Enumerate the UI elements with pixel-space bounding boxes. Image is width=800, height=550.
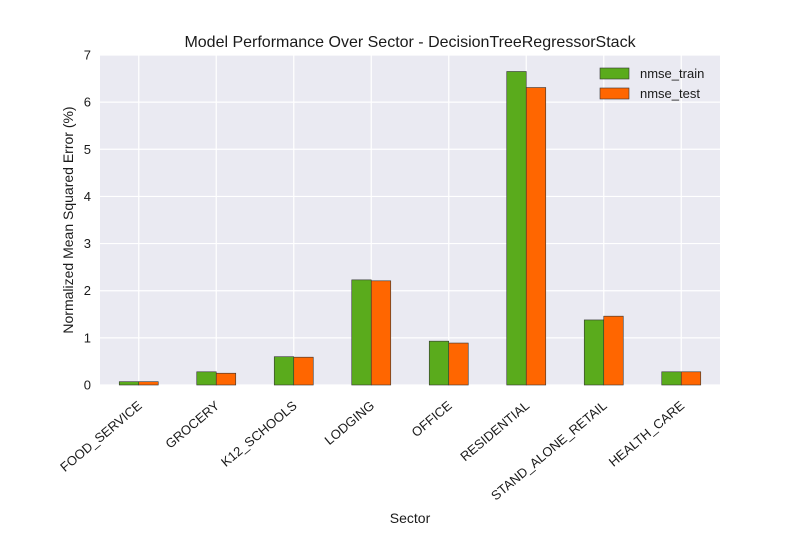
bar-nmse_test-office [448, 342, 469, 386]
chart-title: Model Performance Over Sector - Decision… [184, 34, 636, 51]
bar-nmse_train-k12_schools [273, 356, 295, 386]
bar-nmse_train-lodging [351, 279, 372, 386]
bars [118, 71, 702, 386]
y-tick-label: 1 [84, 330, 91, 345]
x-tick-label: RESIDENTIAL [457, 398, 532, 464]
legend-swatch-nmse_test [599, 87, 630, 100]
bar-nmse_train-food_service [118, 381, 140, 386]
bar-nmse_test-residential [525, 87, 547, 386]
legend: nmse_train nmse_test [599, 66, 704, 101]
bar-nmse_train-residential [506, 71, 527, 386]
y-tick-label: 4 [84, 189, 91, 204]
x-tick-label: HEALTH_CARE [606, 398, 688, 470]
bar-nmse_test-health_care [680, 371, 702, 386]
x-tick-label: FOOD_SERVICE [57, 398, 145, 475]
y-tick-labels: 0 1 2 3 4 5 6 7 [84, 48, 91, 393]
bar-nmse_test-grocery [215, 372, 237, 386]
bar-nmse_test-k12_schools [293, 356, 314, 386]
legend-label-nmse_test: nmse_test [640, 86, 700, 101]
bar-nmse_train-grocery [196, 371, 217, 386]
y-axis-label: Normalized Mean Squared Error (%) [60, 106, 76, 333]
y-tick-label: 3 [84, 236, 91, 251]
x-axis-label: Sector [390, 510, 431, 526]
x-tick-label: K12_SCHOOLS [218, 398, 300, 470]
bar-nmse_train-health_care [661, 371, 682, 386]
y-tick-label: 2 [84, 283, 91, 298]
bar-nmse_train-stand_alone_retail [583, 319, 605, 386]
x-tick-label: OFFICE [409, 398, 455, 440]
legend-swatch-nmse_train [599, 67, 630, 80]
x-tick-label: GROCERY [162, 398, 222, 452]
bar-nmse_test-stand_alone_retail [603, 315, 624, 386]
y-tick-label: 0 [84, 378, 91, 393]
y-tick-label: 6 [84, 95, 91, 110]
bar-nmse_test-lodging [370, 280, 392, 386]
y-tick-label: 5 [84, 142, 91, 157]
bar-nmse_train-office [428, 340, 450, 386]
legend-label-nmse_train: nmse_train [640, 66, 704, 81]
y-tick-label: 7 [84, 48, 91, 63]
x-tick-label: LODGING [322, 398, 378, 448]
plot-area [100, 55, 720, 385]
bar-nmse_test-food_service [138, 381, 159, 386]
